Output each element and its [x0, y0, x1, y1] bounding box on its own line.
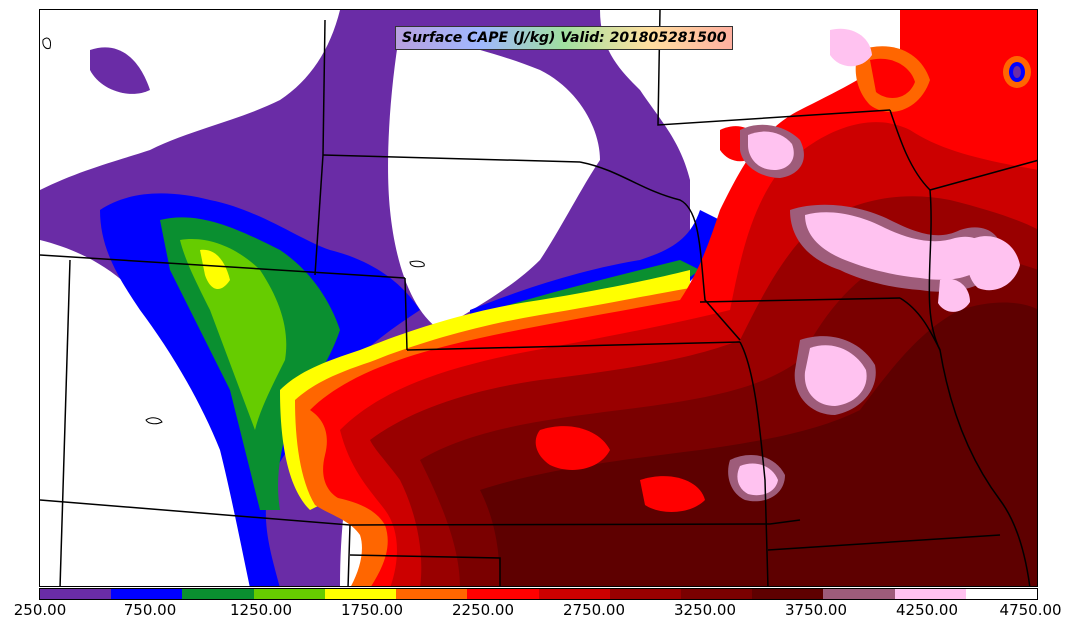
- colorbar-tick-label: 3750.00: [784, 601, 848, 619]
- colorbar-segment: [324, 589, 361, 599]
- cape-contour-pink: [805, 212, 987, 280]
- colorbar-segment: [182, 589, 219, 599]
- colorbar-segment: [218, 589, 254, 599]
- colorbar-segment: [75, 589, 112, 599]
- cape-contour-red: [870, 58, 915, 98]
- cape-contour-pink: [748, 131, 794, 170]
- colorbar-tick-label: 4750.00: [999, 601, 1062, 619]
- cape-contour-purple: [1013, 66, 1021, 78]
- colorbar-segment: [396, 589, 432, 599]
- cape-contour-purple: [90, 47, 150, 94]
- colorbar-segment: [360, 589, 397, 599]
- colorbar-segment: [1001, 589, 1038, 599]
- colorbar-segment: [538, 589, 575, 599]
- cape-contour-pink: [737, 463, 778, 496]
- colorbar-tick-label: 1250.00: [229, 601, 293, 619]
- cape-map: Surface CAPE (J/kg) Valid: 201805281500: [39, 9, 1038, 587]
- colorbar-segment: [965, 589, 1002, 599]
- colorbar-segment: [859, 589, 895, 599]
- lake-outline: [145, 417, 163, 425]
- colorbar-segment: [752, 589, 788, 599]
- cape-contour-darkest: [480, 302, 1037, 586]
- colorbar-tick-label: 750.00: [123, 601, 177, 619]
- colorbar-tick-label: 4250.00: [895, 601, 959, 619]
- cape-contour-yellow: [280, 270, 690, 510]
- cape-field: [40, 10, 1037, 586]
- colorbar-tick-label: 2750.00: [562, 601, 626, 619]
- colorbar: [39, 588, 1038, 600]
- cape-contour-lime: [180, 239, 287, 430]
- cape-contour-pink: [804, 345, 867, 406]
- colorbar-segment: [253, 589, 290, 599]
- colorbar-segment: [716, 589, 753, 599]
- colorbar-segment: [930, 589, 966, 599]
- colorbar-segment: [823, 589, 860, 599]
- colorbar-segment: [502, 589, 539, 599]
- colorbar-segment: [431, 589, 468, 599]
- colorbar-segment: [787, 589, 824, 599]
- cape-contour-pink: [830, 28, 872, 67]
- colorbar-labels: 250.00 750.00 1250.00 1750.00 2250.00 2750.00…: [0, 601, 1081, 627]
- colorbar-segment: [467, 589, 503, 599]
- colorbar-segment: [146, 589, 183, 599]
- cape-contour-red: [535, 426, 610, 470]
- colorbar-segment: [574, 589, 610, 599]
- colorbar-tick-label: 1750.00: [340, 601, 404, 619]
- lake-outline: [409, 260, 425, 268]
- colorbar-segment: [645, 589, 681, 599]
- cape-contour-pink: [938, 278, 970, 312]
- cape-contour-red: [640, 476, 705, 512]
- map-title: Surface CAPE (J/kg) Valid: 201805281500: [395, 26, 734, 50]
- colorbar-segment: [40, 589, 76, 599]
- colorbar-segment: [680, 589, 717, 599]
- cape-contour-pink: [966, 236, 1020, 291]
- cape-zero-area: [388, 30, 600, 330]
- colorbar-tick-label: 3250.00: [673, 601, 737, 619]
- colorbar-tick-label: 2250.00: [451, 601, 515, 619]
- colorbar-segment: [609, 589, 646, 599]
- colorbar-segment: [111, 589, 147, 599]
- colorbar-segment: [894, 589, 931, 599]
- colorbar-segment: [289, 589, 325, 599]
- lake-outline: [42, 37, 51, 49]
- cape-contour-yellow: [200, 249, 230, 290]
- colorbar-tick-label: 250.00: [13, 601, 67, 619]
